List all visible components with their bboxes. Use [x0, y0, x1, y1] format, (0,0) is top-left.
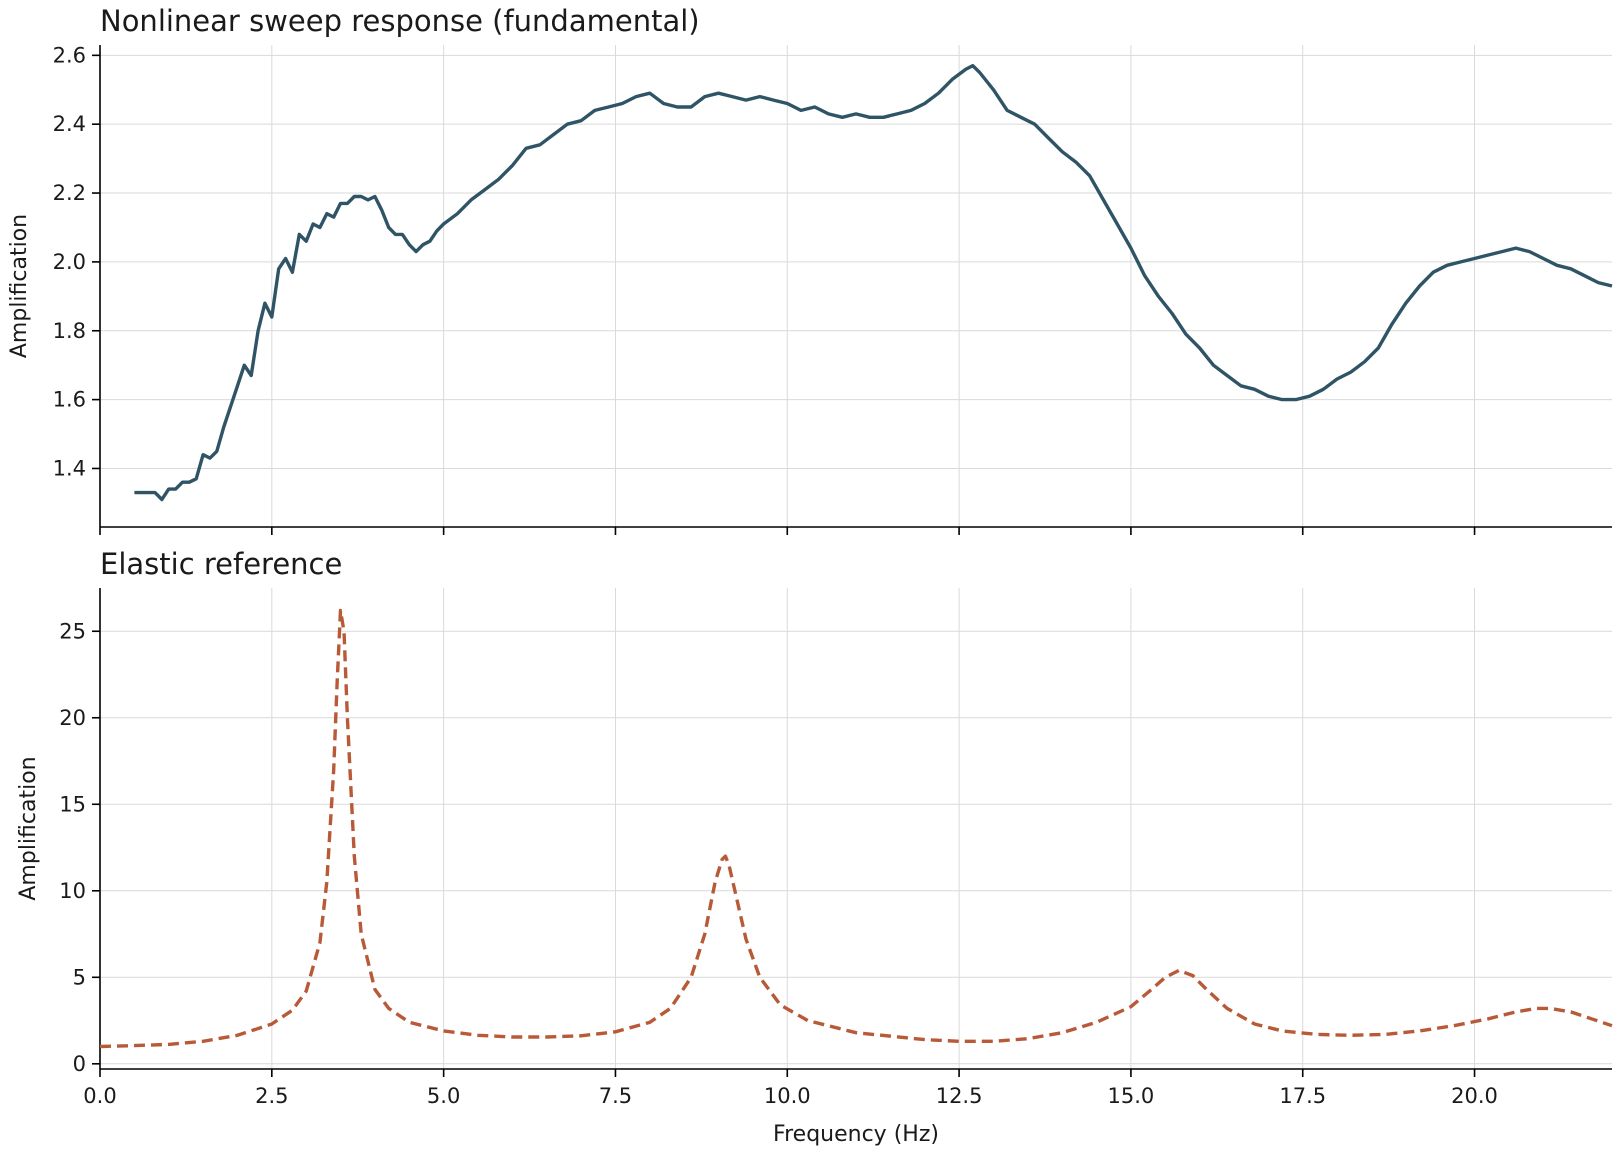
top-y-tick-label: 1.6 [53, 388, 86, 412]
bottom-x-tick-label: 2.5 [255, 1084, 288, 1108]
top-y-tick-label: 1.4 [53, 456, 86, 480]
bottom-x-tick-label: 12.5 [936, 1084, 983, 1108]
bottom-series-line [99, 608, 1613, 1049]
bottom-y-tick-label: 0 [73, 1052, 86, 1076]
top-y-tick-label: 2.4 [53, 112, 86, 136]
bottom-chart-title: Elastic reference [100, 547, 342, 581]
top-y-tick-label: 1.8 [53, 319, 86, 343]
bottom-x-tick-label: 0.0 [83, 1084, 116, 1108]
bottom-x-tick-label: 20.0 [1451, 1084, 1498, 1108]
bottom-panel: Elastic reference Amplification Frequenc… [16, 547, 1613, 1147]
bottom-grid [99, 588, 1612, 1069]
top-grid [99, 45, 1612, 527]
bottom-x-tick-label: 17.5 [1279, 1084, 1326, 1108]
top-chart-title: Nonlinear sweep response (fundamental) [100, 4, 700, 38]
bottom-y-axis-label: Amplification [16, 756, 41, 900]
bottom-y-tick-label: 25 [59, 619, 86, 643]
bottom-x-tick-label: 10.0 [764, 1084, 811, 1108]
top-y-tick-label: 2.0 [53, 250, 86, 274]
bottom-y-tick-label: 15 [59, 792, 86, 816]
bottom-x-tick-label: 7.5 [599, 1084, 632, 1108]
bottom-y-tick-label: 5 [73, 965, 86, 989]
top-y-tick-label: 2.2 [53, 181, 86, 205]
bottom-x-axis-label: Frequency (Hz) [773, 1122, 939, 1147]
top-series-line [134, 63, 1613, 502]
bottom-x-tick-label: 15.0 [1108, 1084, 1155, 1108]
top-panel: Nonlinear sweep response (fundamental) A… [7, 4, 1613, 535]
bottom-x-tick-label: 5.0 [427, 1084, 460, 1108]
bottom-y-tick-label: 20 [59, 706, 86, 730]
top-y-axis-label: Amplification [7, 214, 32, 358]
top-y-tick-label: 2.6 [53, 43, 86, 67]
bottom-y-tick-label: 10 [59, 879, 86, 903]
